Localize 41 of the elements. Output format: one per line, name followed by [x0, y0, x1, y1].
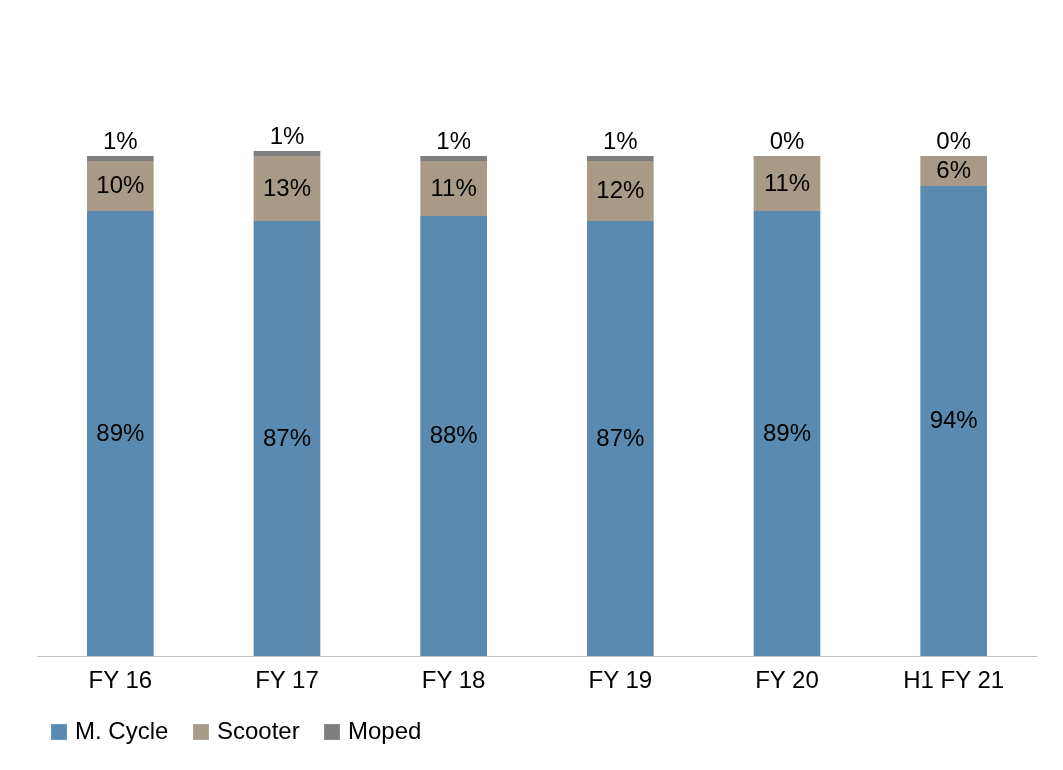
bar: [587, 221, 654, 656]
bar: [253, 221, 321, 656]
data-label: 89%: [96, 418, 145, 446]
data-label: 94%: [929, 406, 978, 433]
bar: [87, 211, 154, 656]
bar: [420, 156, 487, 161]
data-label: 1%: [602, 127, 638, 154]
bar: [587, 156, 654, 161]
data-label: 1%: [436, 127, 472, 154]
bar: [253, 151, 321, 156]
x-tick-label: FY 19: [588, 665, 653, 693]
data-label: 13%: [262, 173, 312, 201]
bar: [420, 216, 487, 656]
bar: [920, 186, 987, 656]
data-label: 12%: [596, 176, 645, 203]
data-label: 11%: [430, 173, 477, 201]
data-label: 87%: [596, 423, 645, 451]
data-label: 0%: [769, 127, 805, 154]
data-label: 87%: [262, 423, 312, 451]
data-label: 6%: [936, 156, 972, 183]
data-label: 0%: [936, 127, 972, 154]
legend-label: Moped: [348, 717, 422, 744]
legend-label: Scooter: [217, 717, 300, 744]
bar: [420, 161, 487, 216]
x-tick-label: FY 16: [88, 665, 153, 693]
legend-label: M. Cycle: [75, 717, 169, 744]
x-tick-label: FY 17: [255, 665, 319, 693]
x-tick-label: H1 FY 21: [903, 665, 1005, 693]
data-label: 1%: [102, 127, 138, 154]
data-label: 89%: [762, 418, 812, 446]
data-label: 88%: [429, 421, 478, 448]
data-label: 1%: [269, 122, 305, 149]
data-label: 11%: [763, 168, 811, 196]
bar: [87, 156, 154, 161]
bar: [753, 156, 821, 211]
x-tick-label: FY 20: [755, 665, 819, 693]
x-tick-label: FY 18: [421, 665, 486, 693]
bar: [753, 211, 821, 656]
data-label: 10%: [96, 171, 145, 198]
bar: [587, 161, 654, 221]
bar: [253, 156, 321, 221]
